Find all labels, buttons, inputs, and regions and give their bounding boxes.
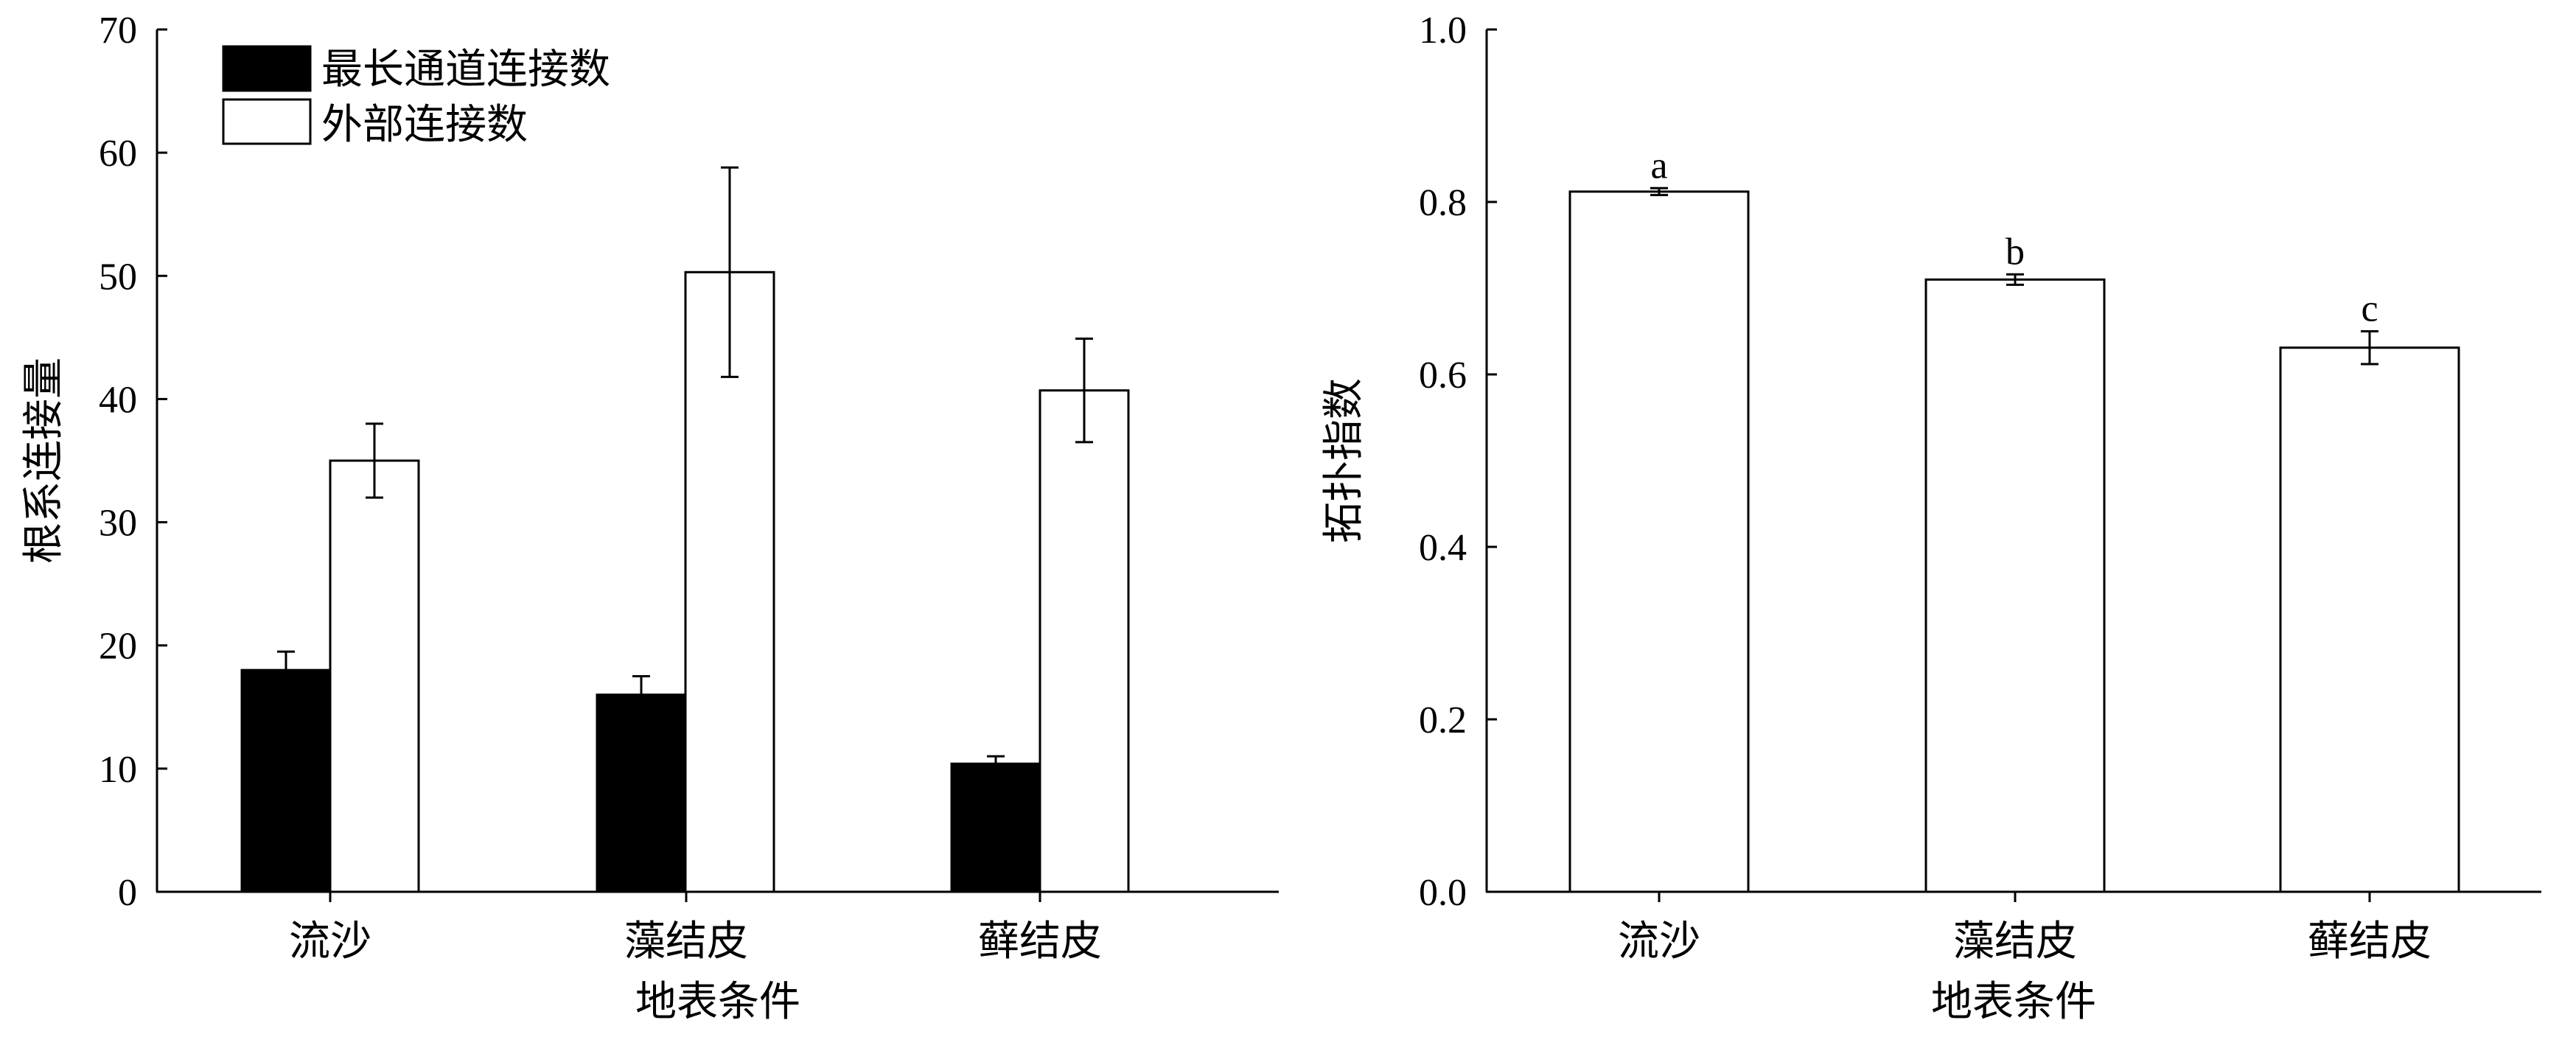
- right-significance-1: b: [2006, 231, 2025, 273]
- left-y-axis-title: 根系连接量: [20, 357, 68, 564]
- right-chart: a b c 0.0 0.2 0.4 0.6 0.8 1.0 流沙 藻结皮 藓结皮 地表条件 拓扑指…: [1320, 10, 2541, 1026]
- left-error-bar-s0-c0: [277, 650, 295, 690]
- left-y-tick-label-2: 20: [99, 626, 137, 668]
- left-y-tick-label-7: 70: [99, 10, 137, 52]
- right-y-axis-ticks: 0.0 0.2 0.4 0.6 0.8 1.0: [1419, 10, 1497, 914]
- left-error-bar-s1-c1: [721, 166, 739, 378]
- left-y-tick-label-1: 10: [99, 749, 137, 791]
- left-y-tick-label-0: 0: [118, 872, 137, 914]
- left-x-label-2: 藓结皮: [978, 918, 1102, 966]
- right-significance-labels: a b c: [1650, 144, 2378, 329]
- legend-swatch-external: [222, 98, 312, 145]
- right-x-axis-title: 地表条件: [1931, 978, 2096, 1026]
- right-y-tick-label-0: 0.0: [1419, 872, 1467, 914]
- right-y-tick-label-2: 0.4: [1419, 527, 1467, 569]
- left-y-tick-label-4: 40: [99, 379, 137, 421]
- legend-label-external: 外部连接数: [321, 101, 528, 149]
- left-x-label-1: 藻结皮: [624, 918, 748, 966]
- right-y-tick-label-1: 0.2: [1419, 699, 1467, 741]
- right-x-label-0: 流沙: [1618, 918, 1700, 966]
- left-x-axis-labels: 流沙 藻结皮 藓结皮: [289, 892, 1102, 966]
- right-error-bar-c0: [1650, 186, 1668, 197]
- right-x-label-1: 藻结皮: [1953, 918, 2077, 966]
- left-chart: 0 10 20 30 40 50 60 70 流沙 藻结皮 藓结皮 地表条件 根系连接量 最长通道…: [20, 10, 1279, 1026]
- left-x-label-0: 流沙: [289, 918, 371, 966]
- left-error-bar-s1-c2: [1075, 338, 1093, 444]
- right-significance-2: c: [2361, 288, 2378, 330]
- right-bar-c0: [1568, 190, 1750, 893]
- right-significance-0: a: [1650, 144, 1667, 186]
- legend-swatch-longest-path: [222, 45, 312, 92]
- left-y-tick-label-6: 60: [99, 133, 137, 175]
- right-y-tick-label-3: 0.6: [1419, 355, 1467, 397]
- left-y-tick-label-3: 30: [99, 503, 137, 545]
- right-bars: [1568, 190, 2460, 893]
- right-y-tick-label-4: 0.8: [1419, 182, 1467, 224]
- right-x-label-2: 藓结皮: [2308, 918, 2432, 966]
- right-error-bar-c2: [2361, 330, 2378, 366]
- left-error-bar-s1-c0: [366, 422, 383, 499]
- right-error-bars: [1650, 186, 2378, 366]
- right-x-axis-labels: 流沙 藻结皮 藓结皮: [1618, 892, 2432, 966]
- legend: 最长通道连接数 外部连接数: [222, 45, 610, 149]
- legend-label-longest-path: 最长通道连接数: [321, 46, 610, 94]
- right-bar-c1: [1924, 278, 2106, 893]
- left-error-bar-s0-c1: [632, 675, 650, 715]
- left-bars: [240, 270, 1130, 893]
- left-bar-s0-c2: [950, 762, 1041, 893]
- right-error-bar-c1: [2006, 273, 2024, 286]
- left-bar-s0-c0: [240, 668, 332, 893]
- left-x-axis-title: 地表条件: [635, 978, 800, 1026]
- left-error-bar-s0-c2: [987, 755, 1005, 772]
- right-y-tick-label-5: 1.0: [1419, 10, 1467, 52]
- left-y-tick-label-5: 50: [99, 256, 137, 298]
- left-bar-s0-c1: [596, 694, 687, 893]
- right-y-axis-title: 拓扑指数: [1320, 378, 1368, 543]
- left-bar-s1-c2: [1039, 389, 1130, 893]
- left-error-bars: [277, 166, 1093, 772]
- left-bar-s1-c0: [329, 459, 420, 893]
- right-bar-c2: [2279, 346, 2460, 893]
